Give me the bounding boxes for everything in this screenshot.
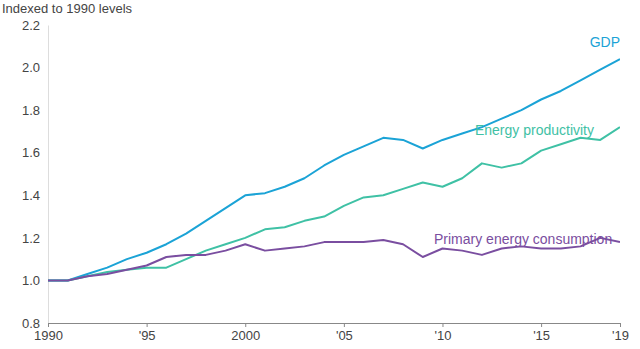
y-tick-label: 2.2 xyxy=(22,18,40,33)
y-tick-label: 1.4 xyxy=(22,188,40,203)
y-axis-title: Indexed to 1990 levels xyxy=(2,1,133,16)
chart: 0.81.01.21.41.61.82.02.21990'952000'05'1… xyxy=(0,0,640,349)
series-label: Energy productivity xyxy=(475,122,594,138)
y-tick: 1.8 xyxy=(22,103,48,118)
x-tick-mark xyxy=(147,323,148,327)
x-tick-label: 1990 xyxy=(34,328,63,343)
x-tick-mark xyxy=(442,323,443,327)
x-tick: 2000 xyxy=(231,323,260,343)
y-tick-label: 1.8 xyxy=(22,103,40,118)
series-label: Primary energy consumption xyxy=(434,231,612,247)
y-tick-label: 2.0 xyxy=(22,60,40,75)
y-tick: 2.2 xyxy=(22,18,48,33)
x-axis-line xyxy=(49,323,621,324)
y-tick: 1.4 xyxy=(22,188,48,203)
x-tick-label: '15 xyxy=(533,328,550,343)
y-tick: 1.6 xyxy=(22,145,48,160)
y-tick-label: 1.6 xyxy=(22,145,40,160)
x-tick-mark xyxy=(541,323,542,327)
plot: 0.81.01.21.41.61.82.02.21990'952000'05'1… xyxy=(22,18,629,344)
x-tick-mark xyxy=(344,323,345,327)
lines xyxy=(48,59,620,280)
y-tick: 1.0 xyxy=(22,273,48,288)
x-tick-label: '19 xyxy=(612,328,629,343)
x-tick-mark xyxy=(620,323,621,327)
y-axis: 0.81.01.21.41.61.82.02.2 xyxy=(22,18,49,331)
x-tick-mark xyxy=(48,323,49,327)
x-tick-label: 2000 xyxy=(231,328,260,343)
series-line xyxy=(48,59,620,280)
x-tick: '05 xyxy=(336,323,353,343)
x-tick: '19 xyxy=(612,323,629,343)
y-tick-label: 1.0 xyxy=(22,273,40,288)
x-tick: 1990 xyxy=(34,323,63,343)
x-tick: '15 xyxy=(533,323,550,343)
series-line xyxy=(48,127,620,280)
x-tick-label: '05 xyxy=(336,328,353,343)
y-axis-line xyxy=(48,26,49,324)
x-tick: '10 xyxy=(435,323,452,343)
x-tick-mark xyxy=(245,323,246,327)
y-tick-label: 1.2 xyxy=(22,231,40,246)
x-tick-label: '10 xyxy=(435,328,452,343)
x-tick-label: '95 xyxy=(139,328,156,343)
series-labels: GDP Energy productivity Primary energy con… xyxy=(434,34,620,247)
y-tick: 1.2 xyxy=(22,231,48,246)
x-axis: 1990 '95 2000 '05 '10 '15 '19 xyxy=(34,323,629,343)
y-tick: 2.0 xyxy=(22,60,48,75)
series-label: GDP xyxy=(590,34,620,50)
x-tick: '95 xyxy=(139,323,156,343)
